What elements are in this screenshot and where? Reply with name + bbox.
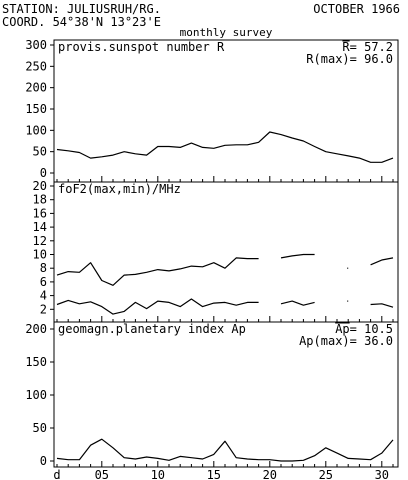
series-line — [56, 438, 394, 462]
y-tick-label: 300 — [25, 38, 47, 52]
stat-label: Ap= 10.5 — [335, 322, 393, 336]
y-tick-label: 50 — [33, 145, 47, 159]
y-tick-label: 16 — [33, 206, 47, 220]
series-line — [280, 253, 315, 259]
y-tick-label: 200 — [25, 322, 47, 336]
y-tick-label: 12 — [33, 234, 47, 248]
panel-title: provis.sunspot number R — [58, 40, 225, 54]
series-line — [56, 131, 394, 163]
y-tick-label: 200 — [25, 81, 47, 95]
panel-title: foF2(max,min)/MHz — [58, 182, 181, 196]
station-label: STATION: JULIUSRUH/RG. — [2, 2, 161, 16]
date-label: OCTOBER 1966 — [313, 2, 400, 16]
x-tick-label: 25 — [319, 468, 333, 480]
y-tick-label: 0 — [40, 454, 47, 468]
y-tick-label: 10 — [33, 248, 47, 262]
series-line — [370, 303, 394, 308]
panel-1: 0 50 100 150 200 250 300 provis.sunspot number … — [25, 38, 399, 183]
y-tick-label: 4 — [40, 289, 47, 303]
series-line — [56, 257, 259, 286]
series-line — [280, 300, 315, 306]
y-tick-label: 18 — [33, 193, 47, 207]
x-tick-label: 10 — [151, 468, 165, 480]
y-tick-label: 250 — [25, 59, 47, 73]
header: STATION: JULIUSRUH/RG. COORD. 54°38'N 13… — [2, 2, 400, 39]
panel-3: 0 50 100 150 200 geomagn.planetary index Ap Ap… — [25, 321, 399, 468]
y-tick-label: 14 — [33, 220, 47, 234]
y-tick-label: 100 — [25, 123, 47, 137]
series-line — [370, 257, 394, 266]
x-tick-label: 30 — [375, 468, 389, 480]
y-tick-label: 100 — [25, 388, 47, 402]
y-tick-label: 8 — [40, 261, 47, 275]
y-tick-label: 0 — [40, 166, 47, 180]
x-axis-start-label: d — [53, 468, 60, 480]
survey-label: monthly survey — [180, 26, 273, 39]
y-tick-label: 20 — [33, 179, 47, 193]
stat-label: R= 57.2 — [342, 40, 393, 54]
y-tick-label: 2 — [40, 302, 47, 316]
x-tick-label: 15 — [207, 468, 221, 480]
y-tick-label: 150 — [25, 355, 47, 369]
x-tick-label: 20 — [263, 468, 277, 480]
y-tick-label: 50 — [33, 421, 47, 435]
x-axis-labels: d 05 10 15 20 25 30 — [53, 468, 389, 480]
series-line — [56, 298, 259, 315]
coord-label: COORD. 54°38'N 13°23'E — [2, 15, 161, 29]
stat-label: Ap(max)= 36.0 — [299, 334, 393, 348]
stat-label: R(max)= 96.0 — [306, 52, 393, 66]
y-tick-label: 150 — [25, 102, 47, 116]
panel-title: geomagn.planetary index Ap — [58, 322, 246, 336]
y-tick-label: 6 — [40, 275, 47, 289]
x-tick-label: 05 — [95, 468, 109, 480]
